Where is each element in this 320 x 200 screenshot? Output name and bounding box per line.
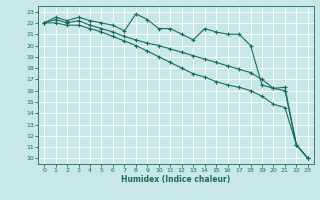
X-axis label: Humidex (Indice chaleur): Humidex (Indice chaleur) (121, 175, 231, 184)
